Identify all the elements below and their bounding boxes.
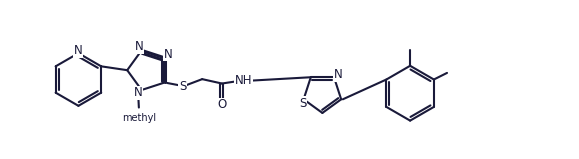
- Text: S: S: [179, 80, 186, 93]
- Text: N: N: [134, 86, 142, 99]
- Text: S: S: [299, 97, 306, 110]
- Text: N: N: [334, 68, 343, 81]
- Text: N: N: [164, 48, 173, 61]
- Text: NH: NH: [235, 74, 252, 87]
- Text: methyl: methyl: [122, 113, 156, 123]
- Text: N: N: [74, 44, 83, 57]
- Text: N: N: [134, 40, 143, 53]
- Text: O: O: [217, 98, 226, 111]
